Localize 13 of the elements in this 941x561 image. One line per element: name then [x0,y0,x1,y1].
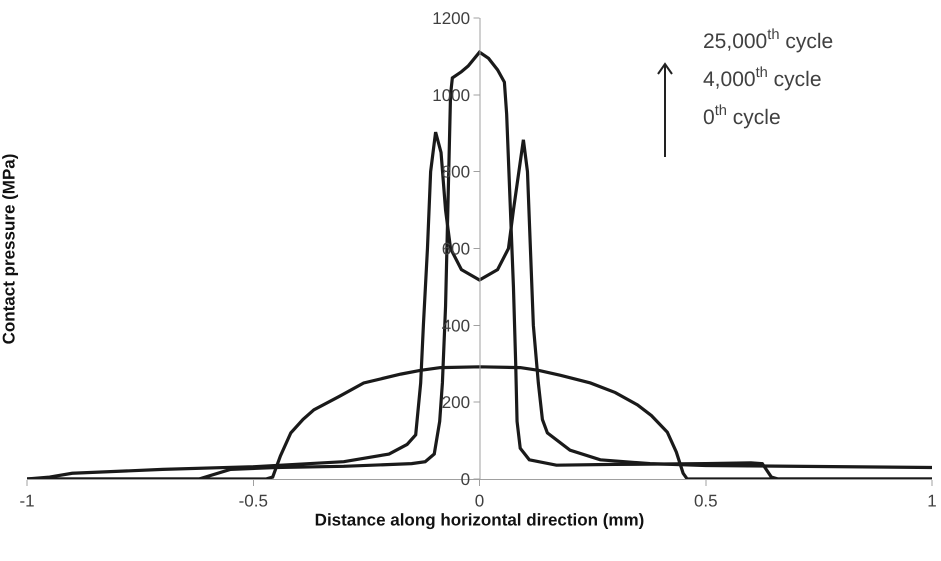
x-tick-label: -1 [19,491,35,510]
y-tick-label: 1200 [432,8,470,28]
x-tick-label: 0.5 [694,491,718,510]
annotation: 0$^{th}$ cycle [703,103,781,129]
annotation: 4,000$^{th}$ cycle [703,65,822,91]
x-axis-title: Distance along horizontal direction (mm) [314,510,644,530]
y-axis-title: Contact pressure (MPa) [0,154,18,344]
x-tick-label: -0.5 [238,491,268,510]
x-tick-label: 0 [474,491,484,510]
y-tick-label: 0 [460,470,470,489]
annotation: 25,000$^{th}$ cycle [703,27,834,53]
y-tick-label: 200 [442,393,470,412]
x-tick-label: 1 [927,491,937,510]
